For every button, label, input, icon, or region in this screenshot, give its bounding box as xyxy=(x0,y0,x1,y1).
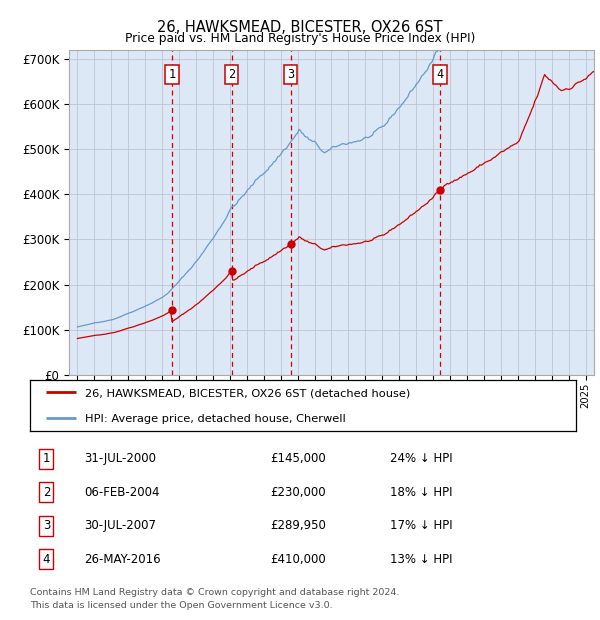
Text: £145,000: £145,000 xyxy=(270,452,326,465)
Text: 26-MAY-2016: 26-MAY-2016 xyxy=(85,553,161,566)
Text: Price paid vs. HM Land Registry's House Price Index (HPI): Price paid vs. HM Land Registry's House … xyxy=(125,32,475,45)
Text: 13% ↓ HPI: 13% ↓ HPI xyxy=(391,553,453,566)
Text: 06-FEB-2004: 06-FEB-2004 xyxy=(85,486,160,498)
Text: 3: 3 xyxy=(43,520,50,533)
Text: 4: 4 xyxy=(43,553,50,566)
Text: 26, HAWKSMEAD, BICESTER, OX26 6ST (detached house): 26, HAWKSMEAD, BICESTER, OX26 6ST (detac… xyxy=(85,389,410,399)
Bar xyxy=(290,50,440,375)
Text: Contains HM Land Registry data © Crown copyright and database right 2024.: Contains HM Land Registry data © Crown c… xyxy=(30,588,400,597)
Text: 3: 3 xyxy=(287,68,294,81)
Text: £289,950: £289,950 xyxy=(270,520,326,533)
Text: 26, HAWKSMEAD, BICESTER, OX26 6ST: 26, HAWKSMEAD, BICESTER, OX26 6ST xyxy=(157,20,443,35)
Text: 30-JUL-2007: 30-JUL-2007 xyxy=(85,520,157,533)
Text: 2: 2 xyxy=(43,486,50,498)
Text: 1: 1 xyxy=(43,452,50,465)
Text: This data is licensed under the Open Government Licence v3.0.: This data is licensed under the Open Gov… xyxy=(30,601,332,611)
Text: 17% ↓ HPI: 17% ↓ HPI xyxy=(391,520,453,533)
Text: £410,000: £410,000 xyxy=(270,553,326,566)
Text: 31-JUL-2000: 31-JUL-2000 xyxy=(85,452,157,465)
Text: 18% ↓ HPI: 18% ↓ HPI xyxy=(391,486,453,498)
Bar xyxy=(172,50,232,375)
Text: HPI: Average price, detached house, Cherwell: HPI: Average price, detached house, Cher… xyxy=(85,414,346,424)
Text: £230,000: £230,000 xyxy=(270,486,326,498)
Text: 1: 1 xyxy=(169,68,176,81)
Text: 4: 4 xyxy=(436,68,443,81)
Text: 24% ↓ HPI: 24% ↓ HPI xyxy=(391,452,453,465)
Text: 2: 2 xyxy=(228,68,235,81)
